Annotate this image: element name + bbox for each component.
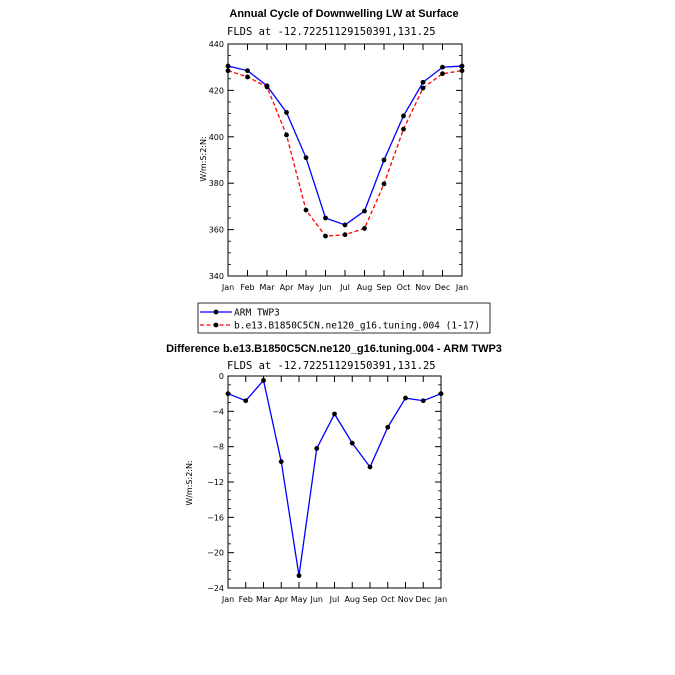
x-tick-label: Apr [280,283,295,292]
y-tick-label: −4 [212,407,224,416]
data-point [420,85,426,91]
x-tick-label: Feb [239,595,253,604]
data-point [284,110,289,115]
x-tick-label: Jan [221,595,234,604]
data-point [296,573,302,579]
y-tick-label: 360 [209,226,224,235]
x-tick-label: Sep [376,283,391,292]
data-point [440,71,445,77]
data-point [420,398,426,404]
x-tick-label: Jul [339,283,350,292]
data-point [401,126,406,132]
data-point [342,222,348,228]
y-tick-label: −24 [207,584,224,593]
plot-frame [227,43,463,277]
y-tick-label: 0 [219,372,224,381]
data-point [278,459,284,465]
x-tick-label: Jan [455,283,468,292]
data-point [401,113,406,119]
data-point [245,68,250,74]
data-point [264,84,270,90]
data-point [342,232,348,238]
data-point [362,208,367,214]
x-tick-label: Feb [240,283,254,292]
x-tick-label: May [291,595,308,604]
x-tick-label: Oct [397,283,411,292]
legend: ARM TWP3 b.e13.B1850C5CN.ne120_g16.tunin… [197,302,491,334]
y-tick-label: 420 [209,86,224,95]
data-point [367,464,373,470]
x-tick-label: Jul [329,595,340,604]
x-tick-label: Apr [274,595,289,604]
data-point [303,155,309,161]
data-point [349,440,355,446]
plot-frame [227,375,442,589]
chart-subtitle: FLDS at -12.72251129150391,131.25 [227,26,436,38]
data-point [385,424,391,430]
legend-frame [197,302,491,334]
data-point [323,233,328,239]
data-point [381,157,387,163]
y-tick-label: −8 [212,443,224,452]
y-tick-label: −20 [207,549,224,558]
y-tick-label: 400 [209,133,224,142]
x-tick-label: Jan [221,283,234,292]
y-tick-label: 380 [209,179,224,188]
x-tick-label: Jun [318,283,332,292]
legend-marker-model [213,322,219,328]
data-point [323,215,328,221]
chart-title: Difference b.e13.B1850C5CN.ne120_g16.tun… [166,343,502,355]
data-point [243,398,249,404]
x-tick-label: Mar [259,283,275,292]
x-tick-label: Jun [310,595,324,604]
legend-marker-arm [213,309,219,315]
data-point [440,64,445,70]
x-tick-label: Jan [434,595,447,604]
data-point [303,207,309,213]
x-tick-label: Aug [344,595,360,604]
x-tick-label: Mar [256,595,272,604]
y-tick-label: −12 [207,478,224,487]
data-point [261,378,266,383]
y-tick-label: −16 [207,513,224,522]
data-point [403,395,408,401]
x-tick-label: Dec [435,283,450,292]
data-point [420,79,426,85]
chart-title: Annual Cycle of Downwelling LW at Surfac… [229,8,458,20]
x-tick-label: Nov [415,283,431,292]
data-point [381,181,387,187]
x-tick-label: May [298,283,315,292]
x-tick-label: Nov [398,595,414,604]
series-layer [225,378,444,579]
x-tick-label: Dec [416,595,431,604]
data-point [314,446,320,451]
difference-panel: Difference b.e13.B1850C5CN.ne120_g16.tun… [166,343,502,604]
y-axis-label: W/m:S:2:N: [199,136,208,181]
legend-label-model: b.e13.B1850C5CN.ne120_g16.tuning.004 (1-… [234,321,480,332]
y-tick-label: 340 [209,272,224,281]
y-axis-label: W/m:S:2:N: [185,460,194,505]
x-tick-label: Oct [381,595,395,604]
x-tick-label: Sep [362,595,377,604]
data-point [284,132,289,138]
data-point [362,226,367,231]
chart-subtitle: FLDS at -12.72251129150391,131.25 [227,360,436,372]
series-layer [225,63,465,239]
annual-cycle-panel: Annual Cycle of Downwelling LW at Surfac… [197,8,491,334]
data-point [332,411,337,417]
data-point [245,74,250,80]
y-tick-label: 440 [209,40,224,49]
legend-label-arm: ARM TWP3 [234,308,280,319]
x-tick-label: Aug [357,283,373,292]
